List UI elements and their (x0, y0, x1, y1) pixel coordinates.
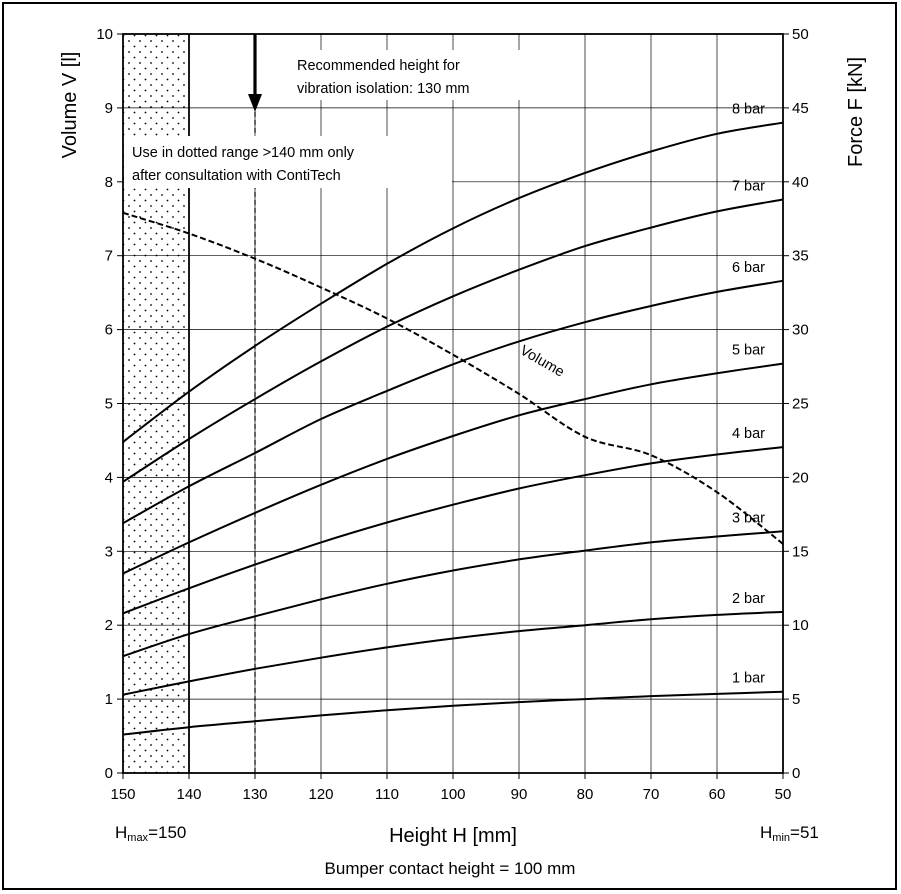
dotted-note-line-1: Use in dotted range >140 mm only (132, 145, 355, 161)
series-label-volume: Volume (517, 343, 567, 381)
x-tick-label: 70 (643, 786, 660, 803)
x-axis-title: Height H [mm] (389, 825, 517, 847)
recommended-note-line-1: Recommended height for (297, 58, 460, 74)
series-label-8-bar: 8 bar (732, 102, 765, 118)
y-left-tick-label: 0 (105, 765, 113, 782)
x-tick-label: 150 (110, 786, 135, 803)
y-right-tick-label: 10 (792, 617, 809, 634)
annotations (248, 34, 262, 773)
y-right-tick-label: 25 (792, 396, 809, 413)
y-right-tick-label: 50 (792, 26, 809, 43)
dotted-note: Use in dotted range >140 mm only after c… (124, 136, 452, 188)
series-line-8-bar (122, 121, 784, 443)
y-left-axis-title: Volume V [l] (59, 52, 81, 159)
x-tick-label: 100 (440, 786, 465, 803)
x-tick-label: 120 (308, 786, 333, 803)
y-right-tick-label: 0 (792, 765, 800, 782)
x-tick-label: 80 (577, 786, 594, 803)
y-right-tick-label: 40 (792, 174, 809, 191)
y-left-tick-label: 4 (105, 469, 113, 486)
axes: 150 140 130 120 110 100 90 80 70 60 50012345678910… (96, 26, 808, 803)
series-label-2-bar: 2 bar (732, 591, 765, 607)
y-right-tick-label: 35 (792, 248, 809, 265)
h-min-label: Hmin=51 (760, 823, 819, 844)
recommended-note: Recommended height for vibration isolati… (288, 50, 540, 100)
series-line-1-bar (122, 690, 784, 736)
series-label-4-bar: 4 bar (732, 426, 765, 442)
x-tick-label: 110 (375, 786, 399, 803)
y-left-tick-label: 1 (105, 691, 113, 708)
y-left-tick-label: 8 (105, 174, 113, 191)
series-label-3-bar: 3 bar (732, 510, 765, 526)
x-tick-label: 60 (709, 786, 726, 803)
series-line-5-bar (122, 362, 784, 575)
x-tick-label: 140 (176, 786, 201, 803)
bumper-note: Bumper contact height = 100 mm (325, 859, 576, 878)
y-right-tick-label: 5 (792, 691, 800, 708)
series-line-2-bar (122, 610, 784, 696)
y-left-tick-label: 7 (105, 248, 113, 265)
series-line-volume (122, 211, 784, 545)
y-right-tick-label: 45 (792, 100, 809, 117)
y-left-tick-label: 9 (105, 100, 113, 117)
dotted-note-line-2: after consultation with ContiTech (132, 168, 341, 184)
series-label-5-bar: 5 bar (732, 343, 765, 359)
x-tick-label: 130 (242, 786, 267, 803)
y-right-tick-label: 30 (792, 322, 809, 339)
y-left-tick-label: 3 (105, 543, 113, 560)
y-right-axis-title: Force F [kN] (845, 57, 867, 167)
y-left-tick-label: 10 (96, 26, 113, 43)
series-line-3-bar (122, 530, 784, 658)
series-label-1-bar: 1 bar (732, 671, 765, 687)
y-left-tick-label: 6 (105, 322, 113, 339)
x-tick-label: 50 (775, 786, 792, 803)
recommended-arrow-head (248, 94, 262, 112)
x-tick-label: 90 (511, 786, 528, 803)
recommended-note-line-2: vibration isolation: 130 mm (297, 81, 469, 97)
series-label-6-bar: 6 bar (732, 260, 765, 276)
series-line-6-bar (122, 279, 784, 525)
series-line-7-bar (122, 198, 784, 483)
y-left-tick-label: 5 (105, 396, 113, 413)
series-line-4-bar (122, 446, 784, 615)
y-right-tick-label: 20 (792, 469, 809, 486)
y-right-tick-label: 15 (792, 543, 809, 560)
h-max-label: Hmax=150 (115, 823, 186, 844)
series-label-7-bar: 7 bar (732, 179, 765, 195)
y-left-tick-label: 2 (105, 617, 113, 634)
